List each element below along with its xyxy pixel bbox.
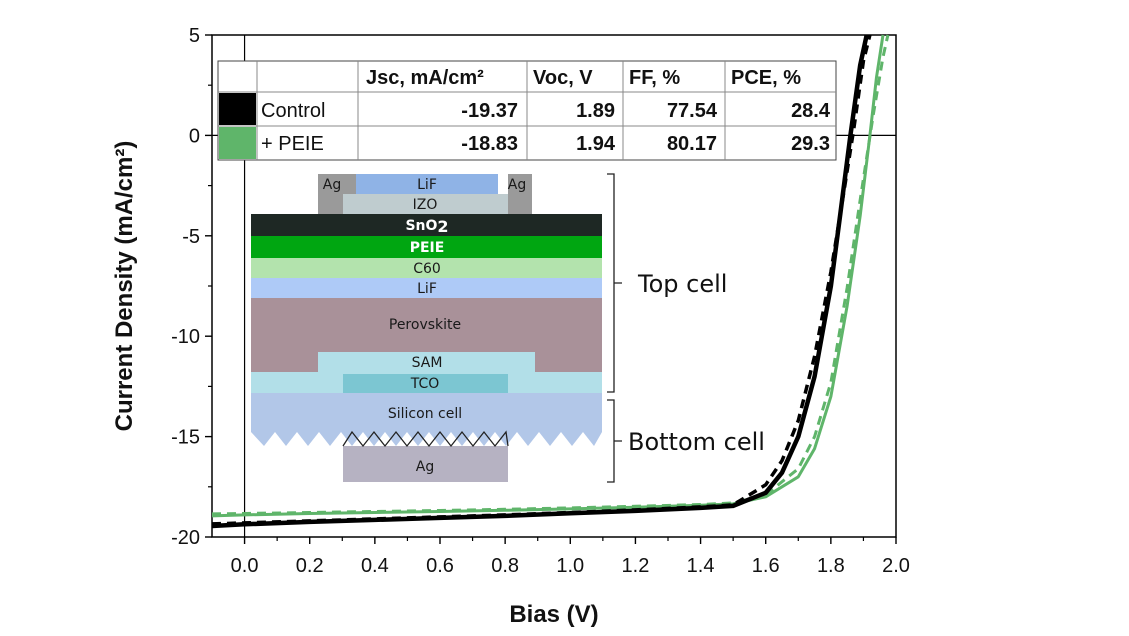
layer-lif-top — [356, 174, 498, 194]
table-cell-peie-jsc: -18.83 — [461, 133, 518, 155]
table-header-voc: Voc, V — [533, 67, 593, 89]
layer-sno2 — [251, 214, 602, 236]
table-cell-peie-ff: 80.17 — [667, 133, 717, 155]
series-group — [211, 34, 890, 529]
bottom-cell-label: Bottom cell — [628, 428, 765, 456]
x-tick-label: 0.6 — [426, 555, 454, 577]
x-tick-label: 1.4 — [687, 555, 715, 577]
y-tick-label: -5 — [182, 226, 200, 248]
layer-c60 — [251, 258, 602, 278]
label-perovskite: Perovskite — [389, 317, 461, 333]
device-stack-diagram: Ag LiF Ag IZO SnO2 PEIE C60 LiF Perovski… — [251, 173, 765, 483]
label-c60: C60 — [413, 261, 441, 277]
x-tick-label: 0.0 — [231, 555, 259, 577]
table-cell-control-voc: 1.89 — [576, 100, 615, 122]
y-tick-label: -10 — [171, 326, 200, 348]
label-ag-left: Ag — [323, 177, 341, 193]
table-header-pce: PCE, % — [731, 67, 801, 89]
y-tick-label: 0 — [189, 125, 200, 147]
layer-ag-right — [508, 174, 532, 214]
x-tick-label: 0.8 — [491, 555, 519, 577]
label-silicon: Silicon cell — [388, 406, 462, 422]
x-axis-title: Bias (V) — [509, 601, 598, 628]
label-sno2: SnO2 — [405, 217, 448, 236]
table-header-jsc: Jsc, mA/cm² — [366, 67, 484, 89]
table-cell-peie-voc: 1.94 — [576, 133, 616, 155]
table-cell-control-pce: 28.4 — [791, 100, 831, 122]
series-peie-dashed-line — [211, 34, 890, 516]
table-cell-peie-pce: 29.3 — [791, 133, 830, 155]
layer-silicon — [251, 393, 602, 446]
top-cell-bracket — [607, 173, 622, 393]
layer-izo — [343, 194, 508, 214]
parameter-table: Jsc, mA/cm² Voc, V FF, % PCE, % Control … — [217, 60, 837, 161]
texture-zigzag — [342, 430, 509, 448]
layer-peie — [251, 236, 602, 258]
top-cell-label: Top cell — [637, 270, 727, 298]
table-row-label-control: Control — [261, 100, 325, 122]
bottom-cell-bracket — [607, 399, 622, 483]
x-tick-label: 1.0 — [556, 555, 584, 577]
y-tick-label: -15 — [171, 427, 200, 449]
x-tick-label: 2.0 — [882, 555, 910, 577]
x-tick-label: 1.6 — [752, 555, 780, 577]
label-ag-right: Ag — [508, 177, 526, 193]
axis-tick-labels: 0.0 0.2 0.4 0.6 0.8 1.0 1.2 1.4 1.6 1.8 2.0 5 0 -5 -10… — [171, 25, 910, 577]
x-tick-label: 1.2 — [622, 555, 650, 577]
layer-lif — [251, 278, 602, 298]
label-peie: PEIE — [410, 240, 445, 256]
table-row-label-peie: + PEIE — [261, 133, 324, 155]
y-tick-label: -20 — [171, 527, 200, 549]
label-tco: TCO — [410, 376, 440, 392]
table-header-ff: FF, % — [629, 67, 680, 89]
legend-swatch-control — [219, 93, 256, 125]
layer-tco — [343, 374, 508, 393]
x-tick-label: 0.2 — [296, 555, 324, 577]
table-cell-control-ff: 77.54 — [667, 100, 718, 122]
label-lif-top: LiF — [417, 177, 437, 193]
layer-ag-bottom — [343, 446, 508, 482]
table-cell-control-jsc: -19.37 — [461, 100, 518, 122]
y-tick-label: 5 — [189, 25, 200, 47]
x-tick-label: 1.8 — [817, 555, 845, 577]
axis-ticks — [205, 34, 897, 544]
legend-swatch-peie — [219, 127, 256, 159]
layer-sam — [318, 352, 535, 372]
label-izo: IZO — [413, 197, 438, 213]
label-ag-bottom: Ag — [416, 459, 434, 475]
y-axis-title: Current Density (mA/cm²) — [111, 141, 138, 432]
label-sam: SAM — [412, 355, 443, 371]
x-tick-label: 0.4 — [361, 555, 389, 577]
label-lif: LiF — [417, 281, 437, 297]
